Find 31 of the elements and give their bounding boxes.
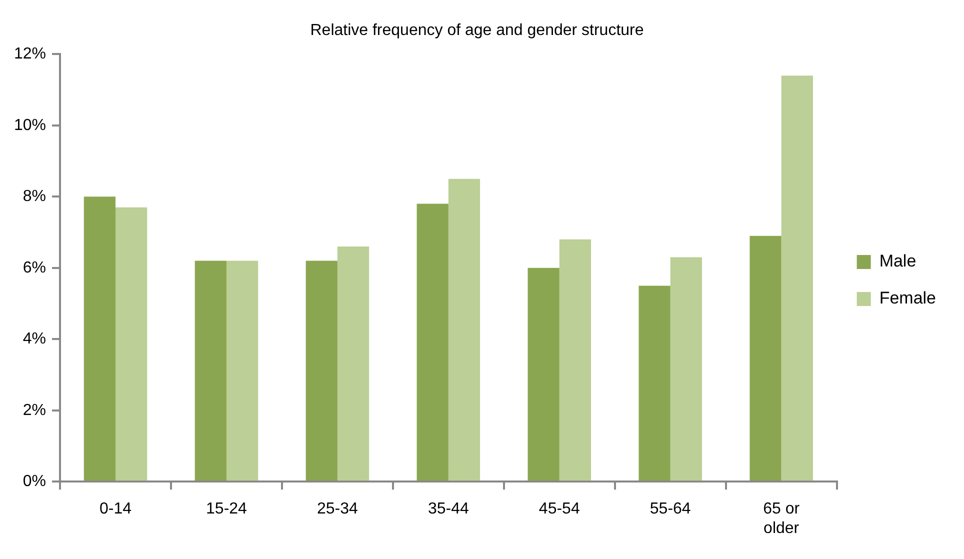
legend-label: Female: [879, 288, 936, 308]
y-tick-label: 8%: [22, 188, 46, 206]
legend-label: Male: [879, 252, 916, 271]
x-tick-label: 0-14: [99, 500, 132, 518]
x-tick-label: 65 or older: [763, 500, 800, 537]
bar: [337, 246, 370, 481]
y-tick-label: 6%: [22, 259, 46, 276]
x-tick-label: 55-64: [650, 500, 691, 518]
bar: [559, 239, 592, 481]
y-tick-label: 12%: [14, 46, 46, 63]
bar: [670, 257, 702, 481]
bar: [750, 236, 782, 481]
bar: [306, 260, 338, 481]
x-tick-label: 45-54: [538, 500, 580, 518]
y-tick-label: 2%: [22, 402, 46, 419]
bar: [528, 268, 560, 481]
chart-title: Relative frequency of age and gender structure: [310, 22, 644, 40]
y-tick-label: 10%: [14, 116, 46, 134]
bar: [84, 196, 116, 481]
x-tick-label: 35-44: [428, 500, 469, 518]
bar: [638, 286, 670, 481]
bar: [448, 178, 480, 481]
x-tick-label: 25-34: [316, 500, 358, 518]
bar: [194, 260, 226, 481]
bar: [416, 204, 448, 481]
bar: [116, 207, 148, 481]
y-tick-label: 4%: [22, 330, 46, 348]
bar: [226, 260, 258, 481]
bar: [781, 76, 813, 481]
x-tick-label: 15-24: [206, 500, 248, 518]
y-tick-label: 0%: [22, 473, 46, 490]
